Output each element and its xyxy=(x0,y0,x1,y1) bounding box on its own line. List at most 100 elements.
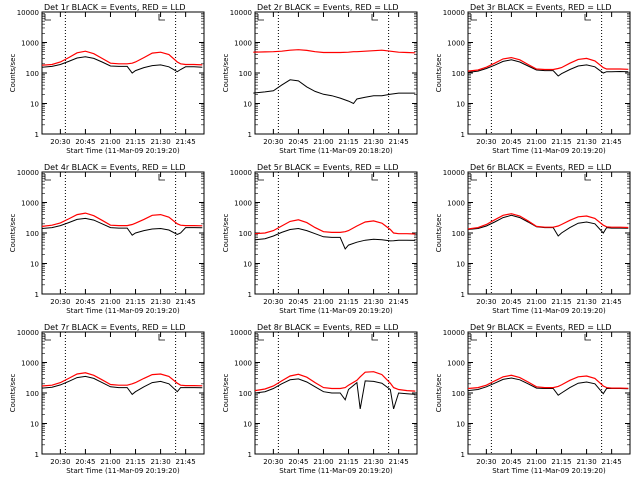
x-tick-label: 21:30 xyxy=(150,298,170,306)
panel-det-6: Det 6r BLACK = Events, RED = LLD 1 10 100 10… xyxy=(435,163,631,315)
y-tick-label: 100 xyxy=(452,70,465,78)
series-line-lld xyxy=(253,49,416,54)
x-tick-label: 20:45 xyxy=(501,298,521,306)
x-tick-label: 21:30 xyxy=(150,458,170,466)
y-tick-label: 1 xyxy=(461,451,465,459)
x-tick-label: 21:45 xyxy=(389,298,409,306)
x-tick-label: 21:15 xyxy=(125,458,145,466)
x-tick-label: 21:00 xyxy=(313,458,333,466)
corner-mark-left xyxy=(257,334,264,341)
x-tick-label: 20:30 xyxy=(476,298,496,306)
y-axis-label: Counts/sec xyxy=(222,54,230,93)
y-axis-label: Counts/sec xyxy=(222,214,230,253)
x-tick-label: 21:45 xyxy=(602,458,622,466)
y-tick-label: 100 xyxy=(26,70,39,78)
series-line-lld xyxy=(41,212,203,227)
x-tick-label: 21:00 xyxy=(100,138,120,146)
x-tick-label: 21:45 xyxy=(176,298,196,306)
corner-mark-left xyxy=(257,174,264,181)
y-tick-label: 1000 xyxy=(234,200,252,208)
panel-det-7: Det 7r BLACK = Events, RED = LLD 1 10 100 10… xyxy=(9,323,205,475)
y-tick-label: 1000 xyxy=(21,200,39,208)
series-line-events xyxy=(467,59,629,77)
panel-det-3: Det 3r BLACK = Events, RED = LLD 1 10 100 10… xyxy=(435,3,631,155)
x-axis-label: Start Time (11-Mar-09 20:19:20) xyxy=(279,307,393,315)
x-tick-label: 21:45 xyxy=(389,458,409,466)
y-tick-label: 10000 xyxy=(443,329,465,337)
series-line-events xyxy=(254,227,416,250)
panel-det-9: Det 9r BLACK = Events, RED = LLD 1 10 100 10… xyxy=(435,323,631,475)
plot-frame xyxy=(254,11,418,135)
corner-mark-left xyxy=(257,14,264,21)
x-tick-label: 20:30 xyxy=(263,138,283,146)
corner-mark-right xyxy=(158,174,165,181)
x-tick-label: 21:30 xyxy=(363,458,383,466)
x-tick-label: 21:30 xyxy=(363,138,383,146)
x-tick-label: 20:45 xyxy=(288,458,308,466)
corner-mark-right xyxy=(371,14,378,21)
x-tick-label: 20:45 xyxy=(288,298,308,306)
y-tick-label: 10000 xyxy=(443,9,465,17)
panel-title: Det 3r BLACK = Events, RED = LLD xyxy=(470,3,612,12)
plot-frame xyxy=(467,171,631,295)
panel-det-2: Det 2r BLACK = Events, RED = LLD 1 10 100 10… xyxy=(222,3,418,155)
x-tick-label: 21:00 xyxy=(100,298,120,306)
x-tick-label: 21:15 xyxy=(551,138,571,146)
x-tick-label: 21:15 xyxy=(338,138,358,146)
x-axis-label: Start Time (11-Mar-09 20:19:20) xyxy=(492,467,606,475)
x-tick-label: 20:30 xyxy=(263,458,283,466)
x-axis-label: Start Time (11-Mar-09 20:19:20) xyxy=(66,467,180,475)
x-tick-label: 21:15 xyxy=(125,298,145,306)
x-tick-label: 21:00 xyxy=(100,458,120,466)
y-axis-label: Counts/sec xyxy=(222,374,230,413)
y-tick-label: 10000 xyxy=(17,9,39,17)
panel-det-4: Det 4r BLACK = Events, RED = LLD 1 10 100 10… xyxy=(9,163,205,315)
x-tick-label: 21:15 xyxy=(125,138,145,146)
y-tick-label: 10000 xyxy=(230,9,252,17)
series-line-lld xyxy=(254,371,416,392)
y-tick-label: 10 xyxy=(243,421,252,429)
corner-mark-right xyxy=(584,334,591,341)
series-line-events xyxy=(467,377,629,396)
x-tick-label: 20:30 xyxy=(50,298,70,306)
corner-mark-left xyxy=(470,334,477,341)
x-tick-label: 21:30 xyxy=(576,298,596,306)
y-tick-label: 100 xyxy=(452,230,465,238)
x-tick-label: 21:00 xyxy=(313,298,333,306)
x-tick-label: 21:15 xyxy=(551,298,571,306)
x-tick-label: 20:45 xyxy=(501,458,521,466)
series-line-events xyxy=(254,378,416,410)
y-tick-label: 1 xyxy=(35,291,39,299)
x-tick-label: 20:45 xyxy=(288,138,308,146)
corner-mark-right xyxy=(371,174,378,181)
corner-mark-left xyxy=(44,14,51,21)
y-tick-label: 1 xyxy=(35,451,39,459)
panel-det-5: Det 5r BLACK = Events, RED = LLD 1 10 100 10… xyxy=(222,163,418,315)
x-axis-label: Start Time (11-Mar-09 20:19:20) xyxy=(66,147,180,155)
x-tick-label: 20:45 xyxy=(75,298,95,306)
x-tick-label: 21:30 xyxy=(363,298,383,306)
y-tick-label: 1000 xyxy=(447,40,465,48)
x-tick-label: 20:45 xyxy=(501,138,521,146)
panel-title: Det 1r BLACK = Events, RED = LLD xyxy=(44,3,186,12)
y-axis-label: Counts/sec xyxy=(435,214,443,253)
x-tick-label: 21:00 xyxy=(526,138,546,146)
series-line-lld xyxy=(467,374,629,390)
y-tick-label: 10 xyxy=(30,101,39,109)
plot-frame xyxy=(467,11,631,135)
series-line-events xyxy=(41,217,203,236)
corner-mark-right xyxy=(158,14,165,21)
y-axis-label: Counts/sec xyxy=(435,374,443,413)
y-axis-label: Counts/sec xyxy=(9,374,17,413)
series-line-events xyxy=(253,79,416,105)
x-tick-label: 21:45 xyxy=(602,298,622,306)
series-line-lld xyxy=(467,213,629,230)
x-tick-label: 21:30 xyxy=(150,138,170,146)
y-tick-label: 1 xyxy=(248,291,252,299)
x-tick-label: 20:45 xyxy=(75,458,95,466)
x-axis-label: Start Time (11-Mar-09 20:19:20) xyxy=(492,307,606,315)
x-tick-label: 21:45 xyxy=(602,138,622,146)
y-tick-label: 1000 xyxy=(21,40,39,48)
corner-mark-right xyxy=(584,174,591,181)
